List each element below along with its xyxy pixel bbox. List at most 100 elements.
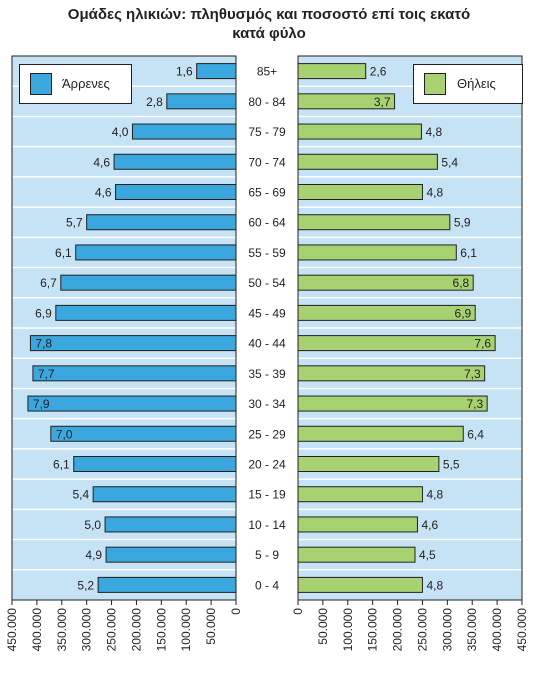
- male-percent-label: 5,2: [77, 578, 94, 592]
- age-group-label: 65 - 69: [248, 186, 286, 200]
- legend-male-label: Άρρενες: [62, 76, 110, 91]
- male-bar: [92, 486, 237, 503]
- age-group-label: 30 - 34: [248, 397, 286, 411]
- male-bar: [27, 395, 237, 412]
- right-axis-tick-label: 350.000: [465, 608, 479, 652]
- legend-female-swatch: [424, 73, 446, 95]
- male-percent-label: 5,7: [66, 216, 83, 230]
- female-percent-label: 5,4: [441, 155, 458, 169]
- female-bar: [297, 244, 457, 261]
- male-bar: [29, 335, 237, 352]
- male-percent-label: 4,9: [85, 548, 102, 562]
- female-percent-label: 4,6: [421, 518, 438, 532]
- chart-title-line-2: κατά φύλο: [232, 25, 306, 42]
- female-bar: [297, 123, 422, 140]
- male-bar: [104, 516, 237, 533]
- male-bar: [196, 63, 237, 80]
- age-group-label: 45 - 49: [248, 306, 286, 320]
- age-group-label: 70 - 74: [248, 155, 286, 169]
- right-axis-tick-label: 300.000: [440, 608, 454, 652]
- male-percent-label: 6,1: [55, 246, 72, 260]
- male-bar: [131, 123, 237, 140]
- female-percent-label: 7,3: [464, 367, 481, 381]
- female-bar: [297, 304, 476, 321]
- male-bar: [75, 244, 237, 261]
- age-group-label: 15 - 19: [248, 488, 286, 502]
- right-axis-tick-label: 150.000: [366, 608, 380, 652]
- female-percent-label: 2,6: [370, 65, 387, 79]
- female-bar: [297, 456, 440, 472]
- female-bar: [297, 546, 416, 563]
- age-group-label: 55 - 59: [248, 246, 286, 260]
- female-bar: [297, 335, 496, 352]
- right-axis-tick-label: 0: [291, 608, 305, 615]
- female-bar: [297, 486, 423, 503]
- male-bar: [166, 93, 237, 110]
- right-axis-tick-label: 100.000: [341, 608, 355, 652]
- female-percent-label: 4,8: [426, 578, 443, 592]
- male-bar: [105, 546, 237, 563]
- male-bar: [73, 456, 237, 472]
- legend-female-label: Θήλεις: [457, 76, 496, 91]
- male-percent-label: 6,9: [35, 306, 52, 320]
- female-bar: [297, 63, 367, 80]
- left-axis-tick-label: 450.000: [5, 608, 19, 652]
- female-percent-label: 4,8: [426, 488, 443, 502]
- female-percent-label: 5,5: [443, 458, 460, 472]
- male-percent-label: 4,0: [112, 125, 129, 139]
- male-percent-label: 6,1: [53, 458, 70, 472]
- female-bar: [297, 516, 418, 533]
- legend-male: Άρρενες: [19, 64, 132, 104]
- female-bar: [297, 93, 396, 110]
- legend-female: Θήλεις: [413, 64, 523, 104]
- male-percent-label: 1,6: [176, 65, 193, 79]
- female-percent-label: 6,4: [467, 427, 484, 441]
- male-bar: [115, 184, 237, 200]
- male-panel-frame: [11, 55, 237, 601]
- right-axis-tick-label: 450.000: [515, 608, 529, 652]
- age-group-label: 60 - 64: [248, 216, 286, 230]
- female-percent-label: 6,8: [453, 276, 470, 290]
- female-bar: [297, 153, 438, 170]
- male-percent-label: 5,0: [84, 518, 101, 532]
- left-axis-tick-label: 300.000: [80, 608, 94, 652]
- male-percent-label: 6,7: [40, 276, 57, 290]
- right-axis-tick-label: 400.000: [490, 608, 504, 652]
- female-percent-label: 5,9: [454, 216, 471, 230]
- age-group-label: 5 - 9: [255, 548, 279, 562]
- age-group-label: 75 - 79: [248, 125, 286, 139]
- female-bar: [297, 365, 486, 382]
- left-axis-tick-label: 350.000: [55, 608, 69, 652]
- female-bar: [297, 395, 488, 412]
- male-bar: [32, 365, 237, 382]
- left-axis-tick-label: 50.000: [204, 608, 218, 645]
- age-group-label: 40 - 44: [248, 337, 286, 351]
- female-percent-label: 7,3: [466, 397, 483, 411]
- chart-title-line-1: Ομάδες ηλικιών: πληθυσμός και ποσοστό επ…: [67, 6, 471, 23]
- male-percent-label: 7,9: [33, 397, 50, 411]
- male-percent-label: 4,6: [93, 155, 110, 169]
- female-bar: [297, 214, 451, 231]
- male-bar: [50, 425, 237, 442]
- legend-male-swatch: [30, 73, 52, 95]
- left-axis-tick-label: 100.000: [179, 608, 193, 652]
- female-percent-label: 7,6: [474, 337, 491, 351]
- female-bar: [297, 576, 423, 593]
- age-group-label: 0 - 4: [255, 578, 279, 592]
- right-axis-tick-label: 50.000: [316, 608, 330, 645]
- age-group-label: 80 - 84: [248, 95, 286, 109]
- male-percent-label: 7,7: [38, 367, 55, 381]
- female-bar: [297, 274, 474, 291]
- male-bar: [60, 274, 237, 291]
- male-percent-label: 7,8: [35, 337, 52, 351]
- male-percent-label: 2,8: [146, 95, 163, 109]
- female-percent-label: 6,9: [455, 306, 472, 320]
- female-percent-label: 4,5: [419, 548, 436, 562]
- left-axis-tick-label: 250.000: [105, 608, 119, 652]
- age-group-label: 35 - 39: [248, 367, 286, 381]
- age-group-label: 50 - 54: [248, 276, 286, 290]
- age-group-label: 10 - 14: [248, 518, 286, 532]
- age-group-label: 25 - 29: [248, 427, 286, 441]
- male-percent-label: 7,0: [56, 427, 73, 441]
